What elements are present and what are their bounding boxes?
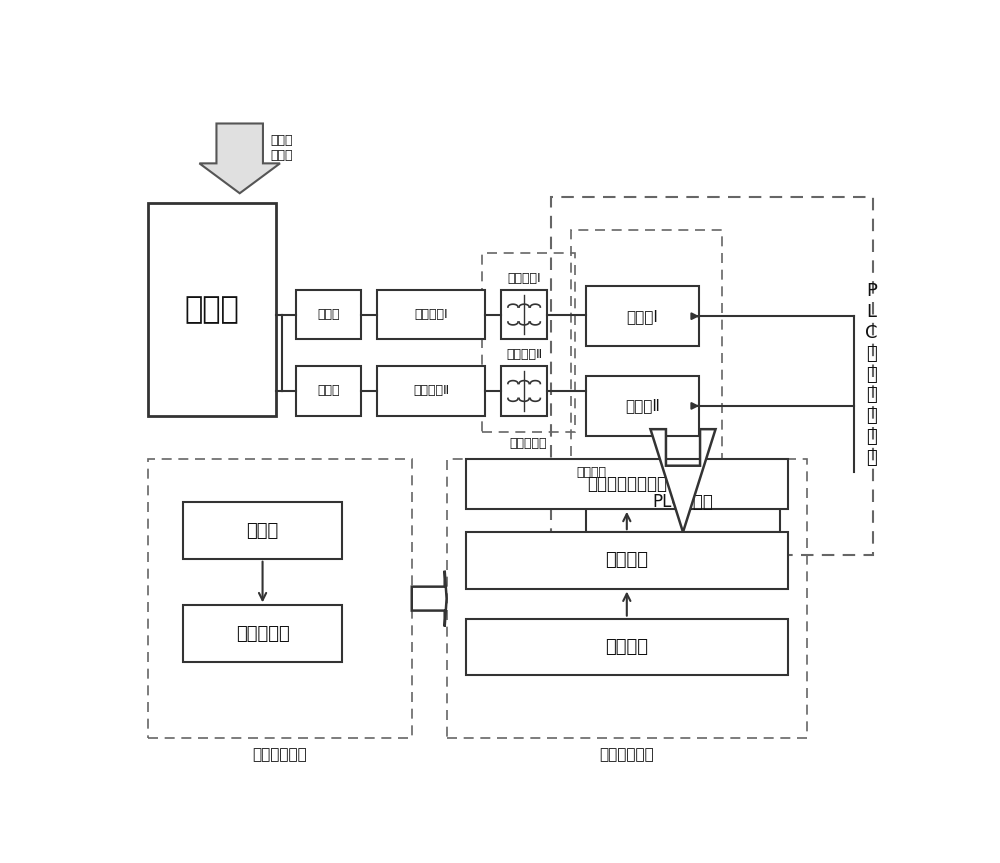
Text: 图像处理模块: 图像处理模块 <box>599 746 654 762</box>
Text: 变频电机Ⅰ: 变频电机Ⅰ <box>507 272 541 285</box>
Text: 破碎机: 破碎机 <box>185 295 240 324</box>
Text: PLC控制器: PLC控制器 <box>653 494 713 511</box>
FancyBboxPatch shape <box>296 366 361 416</box>
FancyBboxPatch shape <box>183 502 342 558</box>
Text: 图像采集模块: 图像采集模块 <box>253 746 307 762</box>
Text: 变频电机组: 变频电机组 <box>509 438 547 450</box>
FancyBboxPatch shape <box>501 290 547 339</box>
FancyBboxPatch shape <box>148 204 276 416</box>
FancyBboxPatch shape <box>296 290 361 339</box>
Text: 齿辊轴: 齿辊轴 <box>317 308 340 321</box>
FancyBboxPatch shape <box>377 366 485 416</box>
FancyBboxPatch shape <box>466 619 788 675</box>
Text: 图像采集卡: 图像采集卡 <box>236 625 289 643</box>
FancyBboxPatch shape <box>586 287 698 346</box>
Text: 变频器Ⅰ: 变频器Ⅰ <box>626 309 658 324</box>
FancyBboxPatch shape <box>586 376 698 436</box>
Text: 变频部件: 变频部件 <box>576 466 606 479</box>
Polygon shape <box>650 429 716 532</box>
Text: 变频电机Ⅱ: 变频电机Ⅱ <box>506 349 542 362</box>
FancyBboxPatch shape <box>377 290 485 339</box>
Polygon shape <box>199 123 280 193</box>
Text: 齿辊轴: 齿辊轴 <box>317 384 340 398</box>
FancyBboxPatch shape <box>501 366 547 416</box>
Text: 减速装置Ⅰ: 减速装置Ⅰ <box>414 308 448 321</box>
Text: 摄像机: 摄像机 <box>246 521 279 539</box>
Text: 矿石几何特征描述: 矿石几何特征描述 <box>587 475 667 493</box>
Text: 减速装置Ⅱ: 减速装置Ⅱ <box>413 384 449 398</box>
FancyBboxPatch shape <box>586 472 780 532</box>
Polygon shape <box>412 570 447 627</box>
Text: 矿石来
料方向: 矿石来 料方向 <box>271 134 293 162</box>
FancyBboxPatch shape <box>466 459 788 509</box>
FancyBboxPatch shape <box>183 605 342 662</box>
Text: P
L
C
自
动
控
制
模
块: P L C 自 动 控 制 模 块 <box>865 282 878 467</box>
Text: 图像去噪: 图像去噪 <box>605 638 648 656</box>
FancyBboxPatch shape <box>466 532 788 589</box>
Text: 变频器Ⅱ: 变频器Ⅱ <box>625 399 660 413</box>
Text: 图像分割: 图像分割 <box>605 551 648 570</box>
